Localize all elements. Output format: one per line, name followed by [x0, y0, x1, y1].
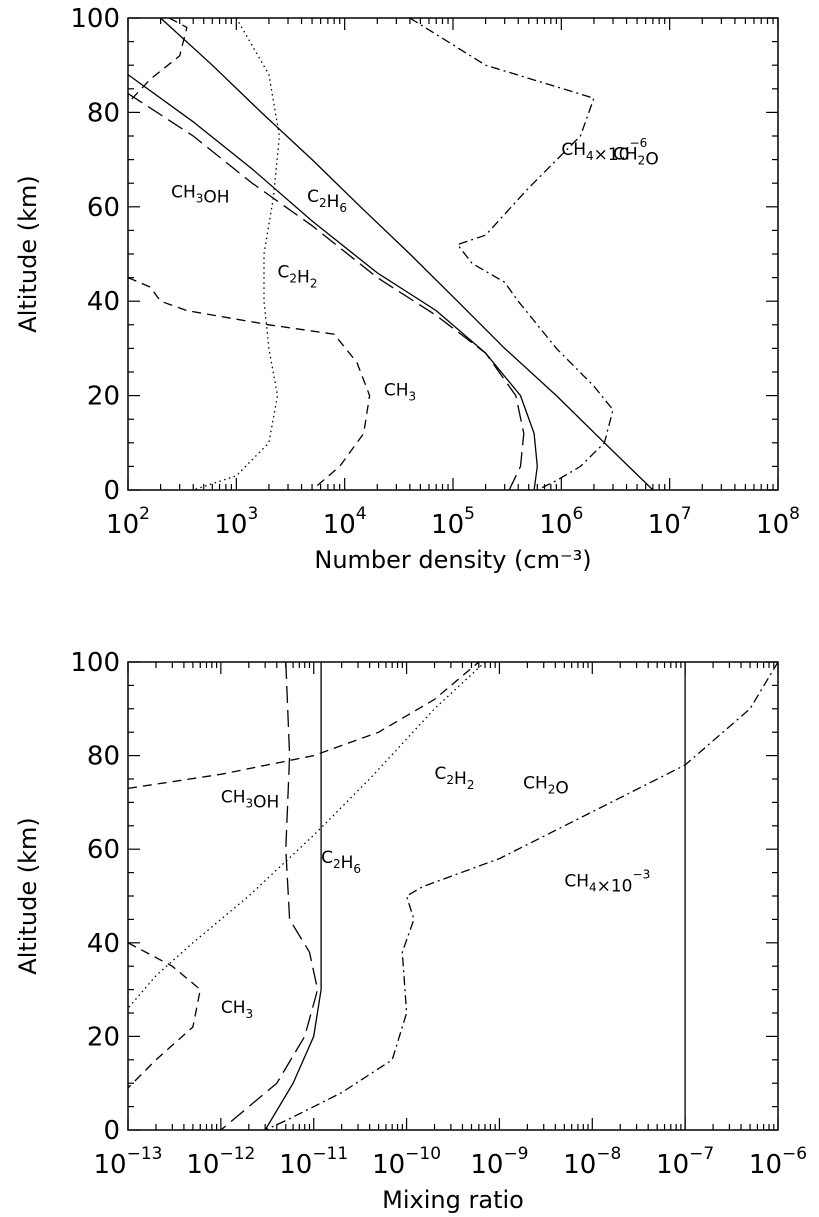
x-tick-label: 107 [648, 504, 692, 540]
series-line [128, 942, 202, 1089]
y-axis-title: Altitude (km) [14, 175, 42, 332]
x-axis-title: Mixing ratio [382, 1186, 524, 1214]
series-line [264, 662, 322, 1130]
series-label: C2H2 [278, 263, 318, 291]
series-line [264, 662, 778, 1130]
series-label: CH2O [523, 773, 569, 798]
series-line [128, 92, 525, 490]
series-line [220, 662, 319, 1130]
series-label: CH3OH [171, 182, 229, 207]
y-tick-label: 20 [87, 382, 120, 412]
series-line [160, 18, 654, 490]
y-tick-label: 100 [70, 648, 120, 678]
series-line [128, 18, 188, 104]
series-line [128, 662, 486, 1009]
plot-frame [127, 17, 779, 491]
x-tick-label: 10−7 [656, 1144, 714, 1180]
series-line [409, 18, 614, 490]
x-tick-label: 10−9 [470, 1144, 528, 1180]
x-tick-label: 104 [323, 504, 367, 540]
curves [128, 18, 654, 490]
series-label: C2H6 [307, 187, 347, 215]
y-tick-label: 60 [87, 193, 120, 223]
series-line [128, 662, 480, 790]
series-label: CH3 [384, 381, 416, 404]
x-tick-label: 10−13 [94, 1144, 163, 1180]
y-tick-label: 40 [87, 929, 120, 959]
series-label: C2H6 [321, 848, 361, 876]
chart-panel-1: 102 103 104 105 106 107 108 0 20 40 60 80 100 Number … [14, 4, 800, 574]
series-label: CH3OH [221, 787, 279, 812]
series-line [128, 277, 371, 490]
x-tick-label: 102 [106, 504, 150, 540]
chart-panel-2: 10−13 10−12 10−11 10−10 10−9 10−8 10−7 10−6 0 20 4… [14, 648, 807, 1214]
y-tick-label: 100 [70, 4, 120, 34]
x-tick-label: 105 [431, 504, 475, 540]
series-line [128, 74, 538, 490]
series-label: CH4×10−6 [561, 136, 647, 165]
x-tick-label: 10−10 [372, 1144, 441, 1180]
series-label: CH2O [613, 145, 659, 170]
y-tick-label: 40 [87, 287, 120, 317]
plot-frame [127, 661, 779, 1131]
x-tick-label: 10−8 [563, 1144, 621, 1180]
y-tick-label: 0 [103, 1116, 120, 1146]
x-tick-label: 103 [214, 504, 258, 540]
x-axis-title: Number density (cm⁻³) [314, 546, 591, 574]
y-tick-label: 60 [87, 835, 120, 865]
series-label: C2H2 [435, 764, 475, 792]
x-tick-label: 10−12 [186, 1144, 255, 1180]
y-tick-label: 80 [87, 742, 120, 772]
x-tick-label: 10−11 [279, 1144, 348, 1180]
y-tick-label: 20 [87, 1022, 120, 1052]
series-label: CH4×10−3 [564, 868, 650, 897]
y-axis-title: Altitude (km) [14, 817, 42, 974]
x-tick-label: 106 [539, 504, 583, 540]
y-tick-label: 80 [87, 98, 120, 128]
y-tick-label: 0 [103, 476, 120, 506]
x-tick-label: 108 [756, 504, 800, 540]
x-tick-label: 10−6 [749, 1144, 807, 1180]
series-label: CH3 [221, 998, 253, 1021]
curves [128, 662, 778, 1130]
